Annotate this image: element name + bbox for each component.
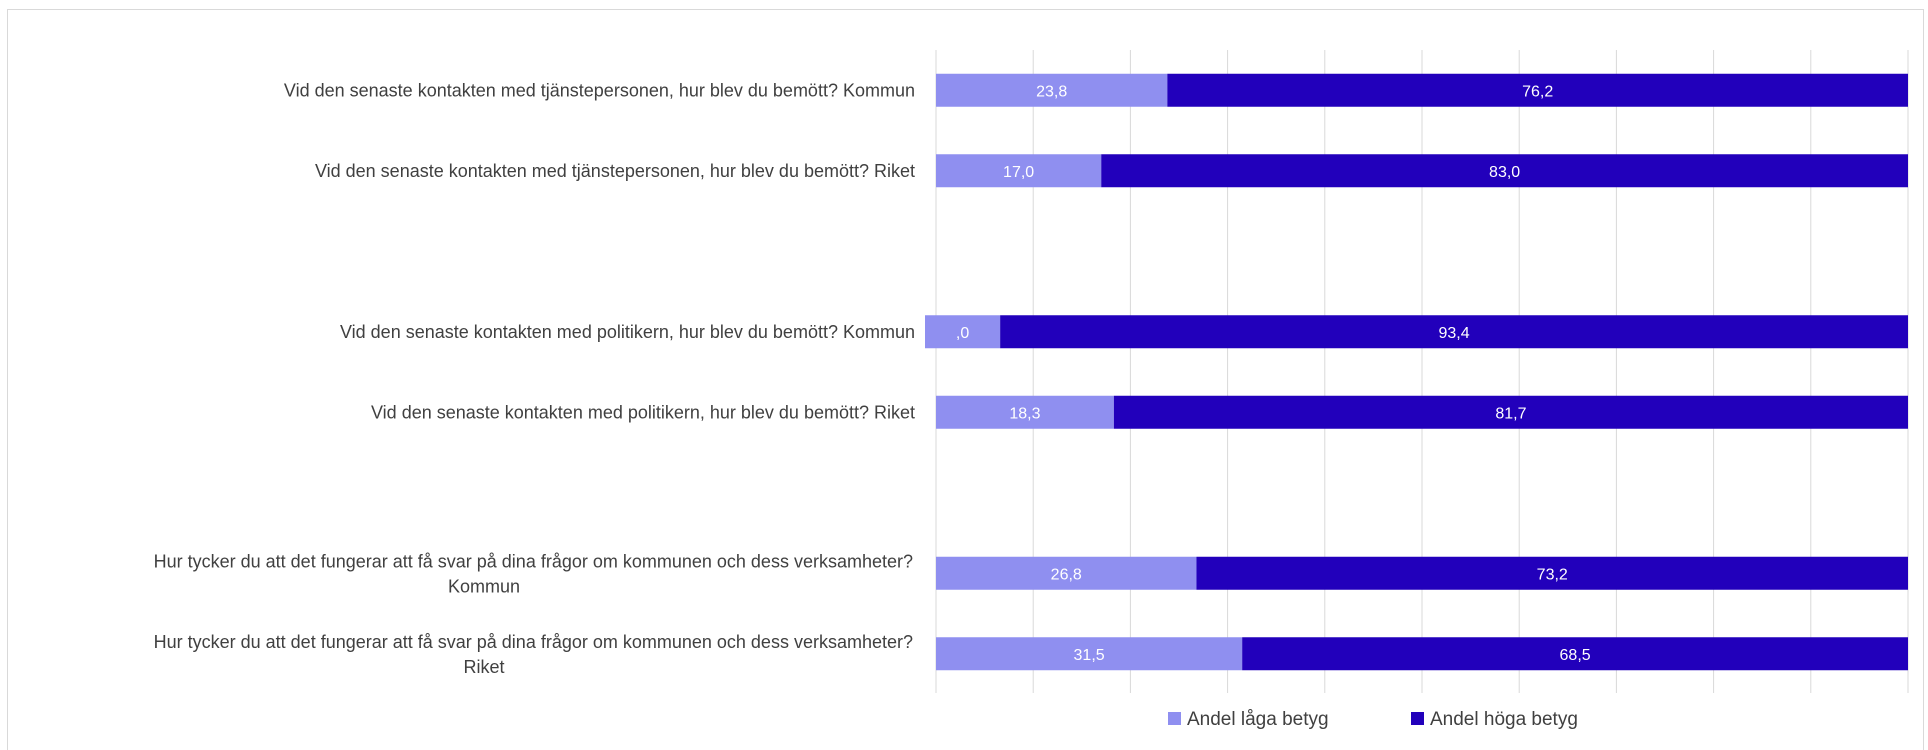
bar-high-0 [1167,73,1908,107]
bars-layer: 23,8 76,2 17,0 83,0 ,0 93,4 18,3 81,7 26,8 73,2 31… [925,73,1908,671]
bar-label-high: 68,5 [1560,647,1591,664]
bar-high-6 [1196,556,1908,590]
bar-label-high: 73,2 [1537,566,1568,583]
legend-swatch-1 [1411,712,1424,725]
bar-label-high: 83,0 [1489,164,1520,181]
category-label-line1: Hur tycker du att det fungerar att få sv… [154,632,913,652]
bar-label-low: 31,5 [1074,647,1105,664]
bar-low-3 [925,315,1001,349]
category-label-line1: Hur tycker du att det fungerar att få sv… [154,551,913,571]
bar-high-1 [1101,154,1908,188]
grid-layer [935,50,1909,693]
category-label: Vid den senaste kontakten med politikern… [340,322,915,342]
bar-high-7 [1242,637,1908,671]
bar-high-4 [1113,395,1908,429]
bar-label-low: 23,8 [1036,83,1067,100]
bar-label-low: 18,3 [1009,405,1040,422]
category-label: Vid den senaste kontakten med politikern… [371,402,915,422]
bar-label-high: 76,2 [1522,83,1553,100]
bar-low-4 [936,395,1114,429]
category-label-line2: Riket [463,657,504,677]
bar-label-high: 93,4 [1439,325,1470,342]
legend-label-0: Andel låga betyg [1187,709,1329,730]
chart-frame [7,9,1924,750]
bar-low-1 [936,154,1102,188]
bar-low-6 [936,556,1197,590]
bar-label-high: 81,7 [1495,405,1526,422]
bar-label-low: 17,0 [1003,164,1034,181]
category-label: Vid den senaste kontakten med tjänsteper… [315,161,915,181]
bar-label-low: ,0 [956,325,969,342]
legend: Andel låga betyg Andel höga betyg [1168,709,1578,730]
category-labels: Vid den senaste kontakten med tjänsteper… [154,80,915,677]
category-label: Vid den senaste kontakten med tjänsteper… [284,80,915,100]
bar-label-low: 26,8 [1051,566,1082,583]
bar-low-7 [936,637,1243,671]
bar-high-3 [1000,315,1908,349]
category-label-line2: Kommun [448,576,520,596]
legend-swatch-0 [1168,712,1181,725]
legend-label-1: Andel höga betyg [1430,709,1578,730]
bar-low-0 [936,73,1168,107]
